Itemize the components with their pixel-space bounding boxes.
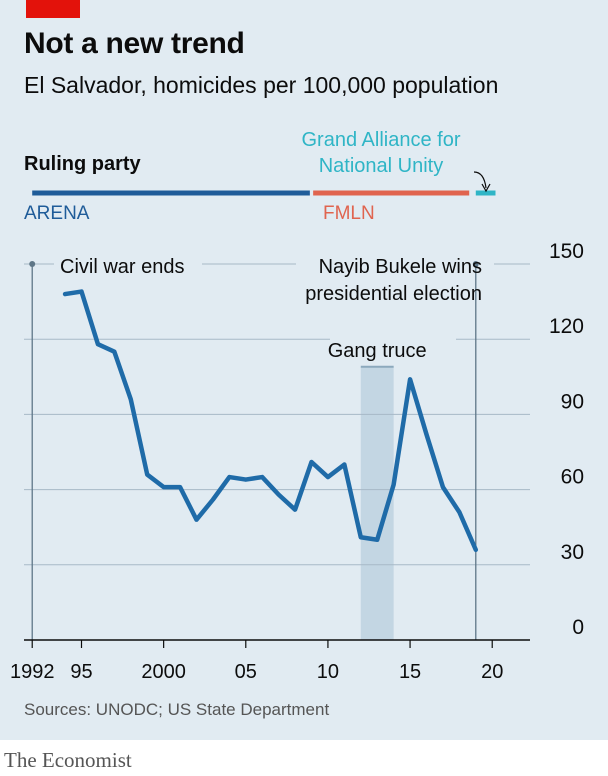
bukele-marker-dot: [472, 261, 479, 267]
x-tick-label-1992: 1992: [10, 661, 55, 683]
gana-connector: [473, 171, 487, 189]
civil-war-annotation: Civil war ends: [60, 256, 184, 278]
y-tick-label-150: 150: [549, 240, 584, 263]
y-tick-label-0: 0: [572, 616, 584, 639]
chart-panel: [0, 0, 608, 740]
gang-truce-annotation: Gang truce: [328, 340, 427, 362]
x-tick-label-95: 95: [70, 661, 92, 683]
y-tick-label-90: 90: [561, 390, 584, 413]
y-tick-label-120: 120: [549, 315, 584, 338]
x-tick-label-15: 15: [399, 661, 421, 683]
homicide-chart: 1992 95 2000 05 10 15 20 0 30 60 90 120 150 Civil war…: [10, 171, 584, 683]
x-tick-label-05: 05: [235, 661, 257, 683]
party-label-gana: Grand Alliance for National Unity: [301, 129, 461, 177]
source-note: Sources: UNODC; US State Department: [24, 700, 330, 719]
x-tick-label-20: 20: [481, 661, 503, 683]
y-tick-label-60: 60: [561, 466, 584, 489]
x-tick-label-10: 10: [317, 661, 339, 683]
party-label-fmln: FMLN: [323, 203, 375, 224]
civil-war-marker-dot: [29, 261, 36, 267]
homicide-rate-line: [62, 289, 479, 553]
bukele-annotation-line-1: Nayib Bukele wins: [319, 256, 482, 278]
brand-tag: [26, 0, 80, 18]
y-tick-label-30: 30: [561, 541, 584, 564]
brand-logo: The Economist: [4, 748, 132, 772]
party-label-arena: ARENA: [24, 203, 90, 224]
x-tick-label-2000: 2000: [141, 661, 186, 683]
chart-title: Not a new trend: [24, 27, 245, 60]
gana-connector-arrow: [481, 183, 491, 193]
ruling-party-label: Ruling party: [24, 153, 141, 175]
bukele-annotation-line-2: presidential election: [305, 283, 482, 305]
chart-subtitle: El Salvador, homicides per 100,000 popul…: [24, 72, 499, 98]
